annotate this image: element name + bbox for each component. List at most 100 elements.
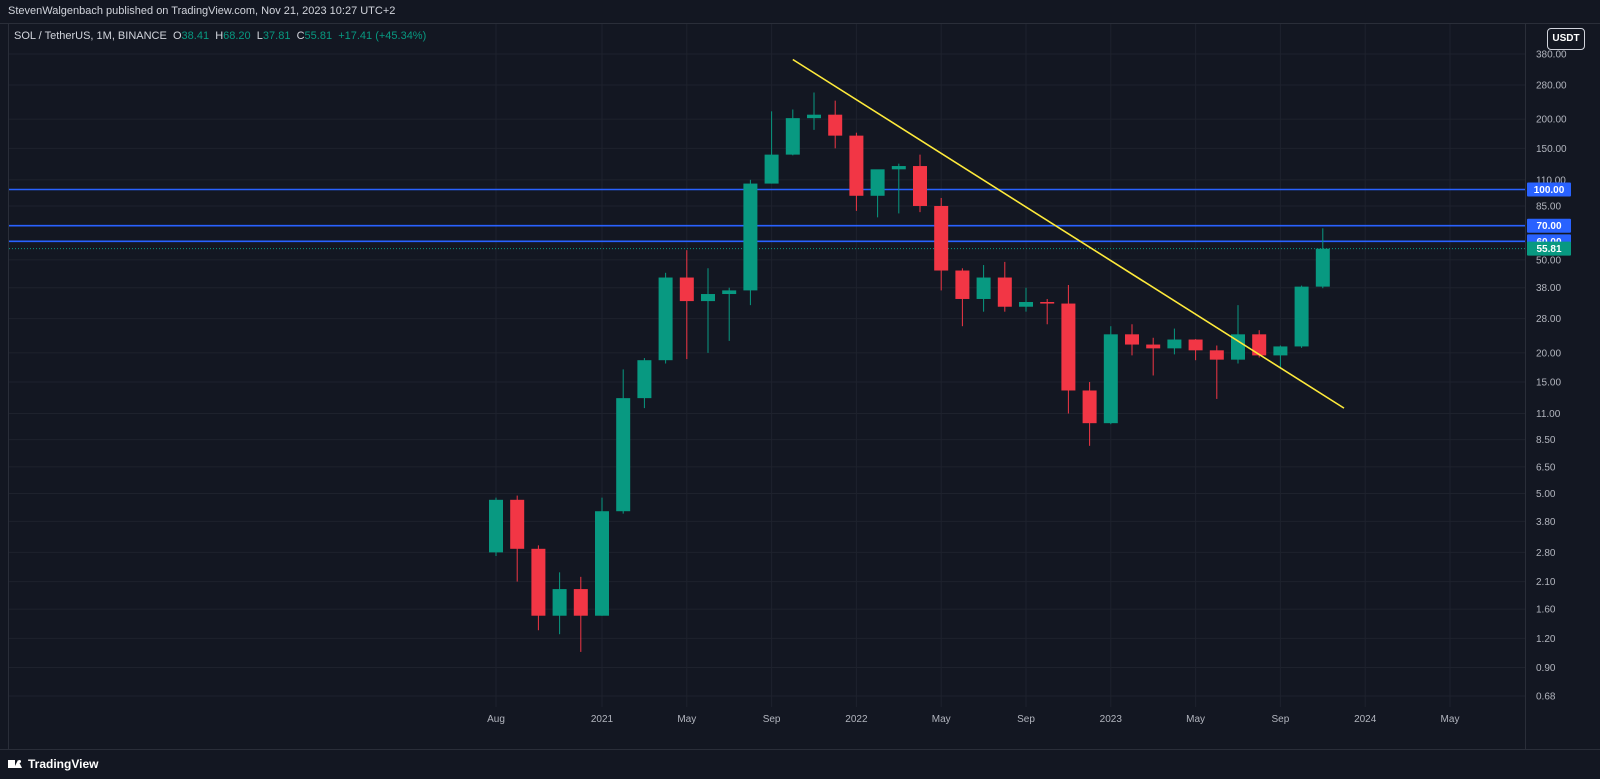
y-tick-label: 11.00 <box>1536 409 1561 420</box>
y-tick-label: 280.00 <box>1536 81 1567 92</box>
level-price-tag: 70.00 <box>1536 221 1561 232</box>
candle-body <box>1103 334 1118 424</box>
low-value: 37.81 <box>262 30 291 42</box>
open-label: O <box>172 30 182 42</box>
y-tick-label: 150.00 <box>1536 144 1567 155</box>
candle-body <box>1231 334 1245 360</box>
high-value: 68.20 <box>223 30 251 42</box>
grid-layer <box>9 24 1525 707</box>
candle-body <box>637 360 652 399</box>
y-tick-label: 8.50 <box>1536 435 1556 446</box>
y-tick-label: 2.10 <box>1536 577 1556 588</box>
candle-body <box>510 499 525 549</box>
level-price-tag-bg <box>1527 182 1571 197</box>
change-value: +17.41 (+45.34%) <box>338 30 427 42</box>
y-tick-label: 6.50 <box>1536 462 1556 473</box>
x-tick-label: Sep <box>1017 714 1035 725</box>
y-tick-label: 85.00 <box>1536 201 1561 212</box>
y-tick-label: 3.80 <box>1536 517 1556 528</box>
candle-body <box>997 277 1012 307</box>
candle-body <box>1252 334 1267 356</box>
y-tick-label: 20.00 <box>1536 348 1561 359</box>
price-axis: 0.68 0.90 1.20 1.60 2.10 2.80 3.80 5.00 6.50 8.50… <box>1536 50 1567 703</box>
x-tick-label: 2024 <box>1354 714 1377 725</box>
y-tick-label: 110.00 <box>1536 175 1566 186</box>
candle-body <box>1125 334 1139 345</box>
bottom-bar <box>0 749 1600 779</box>
y-tick-label: 2.80 <box>1536 548 1556 559</box>
candle-body <box>1019 302 1033 307</box>
candle-body <box>1082 390 1097 424</box>
y-tick-label: 28.00 <box>1536 314 1561 325</box>
brand-name: TradingView <box>28 757 99 771</box>
candle-body <box>870 169 885 196</box>
y-tick-label: 5.00 <box>1536 489 1556 500</box>
candle-body <box>764 154 779 184</box>
high-label: H <box>215 30 224 42</box>
candle-body <box>1273 346 1288 356</box>
candle-body <box>531 548 546 616</box>
y-tick-label: 380.00 <box>1536 50 1567 61</box>
x-tick-label: May <box>1186 714 1205 725</box>
candle-body <box>1315 248 1330 287</box>
candle-body <box>913 166 927 206</box>
y-tick-label: 0.90 <box>1536 663 1556 674</box>
candle-body <box>552 589 567 616</box>
candle-body <box>891 166 906 170</box>
last-price-tag: 55.81 <box>1536 244 1561 255</box>
candle-body <box>616 398 631 512</box>
candles-layer <box>489 92 1330 652</box>
level-price-tag-bg <box>1527 218 1571 233</box>
candle-body <box>828 114 843 136</box>
tradingview-brand[interactable]: TradingView <box>8 757 98 771</box>
publisher-text: StevenWalgenbach published on TradingVie… <box>8 5 396 17</box>
candle-body <box>573 589 588 616</box>
y-tick-label: 15.00 <box>1536 378 1561 389</box>
y-tick-label: 0.68 <box>1536 692 1556 703</box>
candle-body <box>955 270 970 299</box>
tradingview-logo-icon <box>8 758 24 770</box>
x-tick-label: 2023 <box>1100 714 1123 725</box>
price-chart[interactable]: 0.68 0.90 1.20 1.60 2.10 2.80 3.80 5.00 6.50 8.50… <box>0 0 1600 749</box>
candle-body <box>785 118 800 155</box>
candle-body <box>1146 344 1161 349</box>
x-tick-label: Aug <box>487 714 505 725</box>
candle-body <box>849 135 864 196</box>
close-label: C <box>296 30 305 42</box>
candle-body <box>595 511 609 616</box>
currency-button[interactable]: USDT <box>1547 28 1585 50</box>
candle-body <box>743 183 758 291</box>
candle-body <box>976 277 991 299</box>
candle-body <box>658 277 673 361</box>
time-axis: Aug 2021 May Sep 2022 May Sep 2023 May Sep 2024 May <box>487 714 1459 725</box>
candle-body <box>701 294 715 302</box>
symbol-name: SOL / TetherUS, 1M, BINANCE <box>14 30 167 42</box>
x-tick-label: May <box>932 714 951 725</box>
y-tick-label: 1.20 <box>1536 634 1556 645</box>
y-tick-label: 50.00 <box>1536 255 1561 266</box>
low-label: L <box>256 30 263 42</box>
candle-body <box>807 114 821 119</box>
trendline-layer <box>792 58 1345 409</box>
y-tick-label: 200.00 <box>1536 115 1567 126</box>
candle-body <box>679 277 694 302</box>
candle-body <box>1167 339 1182 349</box>
x-tick-label: Sep <box>763 714 781 725</box>
last-price-tag-bg <box>1527 241 1571 256</box>
x-tick-label: 2022 <box>845 714 868 725</box>
x-tick-label: 2021 <box>591 714 614 725</box>
candle-body <box>489 499 503 553</box>
level-price-tag: 100.00 <box>1534 185 1565 196</box>
chart-area[interactable] <box>8 24 1526 749</box>
x-tick-label: May <box>677 714 696 725</box>
candle-body <box>1040 302 1055 304</box>
candle-body <box>934 205 949 271</box>
close-value: 55.81 <box>304 30 333 42</box>
symbol-legend: SOL / TetherUS, 1M, BINANCE O38.41 H68.2… <box>14 30 426 42</box>
candle-body <box>1294 286 1309 347</box>
trendline <box>792 58 1345 409</box>
top-bar: StevenWalgenbach published on TradingVie… <box>0 0 1600 24</box>
candle-body <box>722 290 737 295</box>
x-tick-label: May <box>1441 714 1460 725</box>
